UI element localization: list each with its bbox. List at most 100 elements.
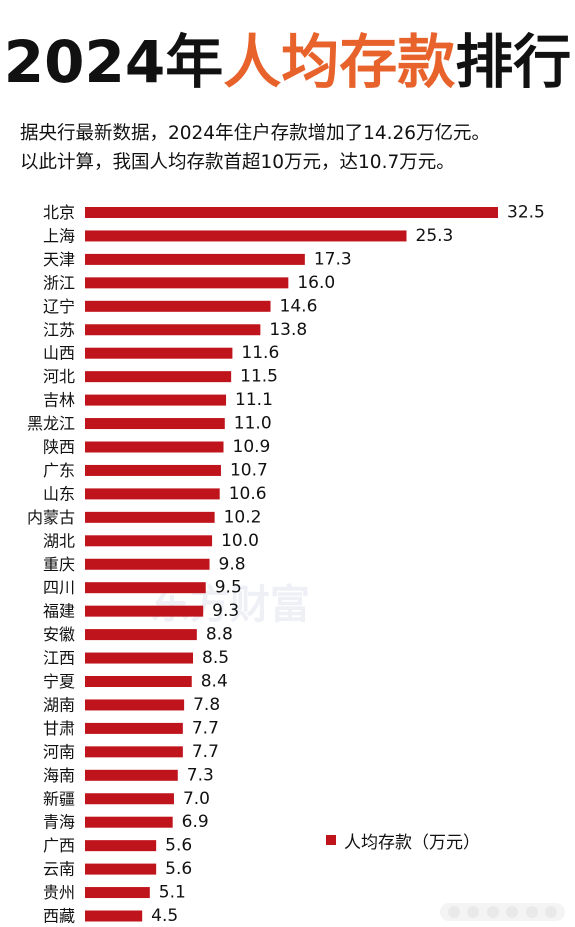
category-label: 黑龙江 — [27, 414, 75, 433]
legend: 人均存款（万元） — [326, 828, 480, 853]
category-label: 安徽 — [43, 625, 75, 644]
toolbar-dot-5[interactable] — [525, 906, 538, 918]
bar — [85, 816, 173, 828]
category-label: 天津 — [43, 250, 75, 269]
legend-swatch — [326, 835, 336, 845]
data-label: 16.0 — [297, 273, 335, 293]
value-labels: 32.5 25.3 17.3 16.0 14.6 13.8 11.6 11.5 11.1 11.0… — [151, 203, 545, 927]
category-label: 陕西 — [43, 438, 75, 457]
category-label: 湖北 — [43, 531, 75, 550]
data-label: 32.5 — [507, 203, 545, 223]
bar — [85, 558, 210, 570]
data-label: 8.8 — [206, 625, 233, 645]
title-prefix: 2024年 — [3, 28, 224, 96]
bar — [85, 746, 183, 758]
data-label: 10.6 — [229, 484, 267, 504]
category-label: 江西 — [43, 649, 75, 668]
category-label: 河南 — [43, 742, 75, 761]
category-label: 青海 — [43, 813, 75, 832]
data-label: 6.9 — [182, 812, 209, 832]
data-label: 17.3 — [314, 249, 352, 269]
category-label: 广东 — [43, 461, 75, 480]
data-label: 10.7 — [230, 460, 268, 480]
category-label: 贵州 — [43, 883, 75, 902]
bar — [85, 488, 220, 500]
bar — [85, 418, 225, 430]
data-label: 5.1 — [159, 883, 186, 903]
bar — [85, 769, 178, 781]
category-label: 江苏 — [43, 320, 75, 339]
bar — [85, 535, 213, 547]
bar — [85, 207, 498, 218]
bars — [85, 207, 498, 922]
legend-label: 人均存款（万元） — [344, 832, 480, 853]
category-label: 四川 — [43, 578, 75, 597]
bar — [85, 863, 157, 875]
bar — [85, 722, 183, 734]
data-label: 7.0 — [183, 789, 210, 809]
subtitle-line-2: 以此计算，我国人均存款首超10万元，达10.7万元。 — [20, 152, 455, 173]
bar — [85, 441, 224, 453]
data-label: 11.6 — [241, 343, 279, 363]
bar — [85, 230, 407, 242]
category-label: 吉林 — [43, 391, 75, 410]
toolbar-dot-3[interactable] — [486, 906, 499, 918]
bar — [85, 676, 192, 687]
category-label: 重庆 — [43, 555, 75, 574]
toolbar-dot-1[interactable] — [447, 906, 460, 918]
data-label: 11.1 — [235, 390, 273, 410]
data-label: 5.6 — [165, 836, 192, 856]
bar — [85, 840, 157, 852]
data-label: 10.2 — [224, 507, 262, 527]
category-label: 福建 — [43, 602, 75, 621]
category-label: 北京 — [43, 203, 75, 222]
subtitle-line-1: 据央行最新数据，2024年住户存款增加了14.26万亿元。 — [20, 123, 491, 144]
category-label: 湖南 — [43, 695, 75, 714]
bar — [85, 511, 215, 523]
data-label: 9.3 — [212, 601, 239, 621]
data-label: 25.3 — [416, 226, 454, 246]
data-label: 14.6 — [280, 296, 318, 316]
category-axis-labels: 北京上海天津浙江辽宁江苏山西河北吉林黑龙江陕西广东山东内蒙古湖北重庆四川福建安徽… — [27, 203, 75, 926]
category-label: 山东 — [43, 484, 75, 503]
toolbar-dot-4[interactable] — [506, 906, 519, 918]
category-label: 上海 — [43, 226, 75, 245]
bar — [85, 347, 233, 359]
bar — [85, 605, 204, 617]
toolbar-dot-6[interactable] — [545, 906, 558, 918]
category-label: 西藏 — [43, 907, 75, 926]
bar — [85, 652, 194, 664]
bar — [85, 793, 174, 805]
title-suffix: 排行 — [455, 28, 572, 96]
category-label: 宁夏 — [43, 672, 75, 691]
data-label: 13.8 — [269, 320, 307, 340]
bar — [85, 371, 232, 383]
bar — [85, 300, 271, 312]
toolbar-dot-2[interactable] — [467, 906, 480, 918]
data-label: 7.3 — [187, 765, 214, 785]
bottom-toolbar[interactable] — [440, 903, 565, 921]
title-highlight: 人均存款 — [223, 28, 456, 96]
category-label: 浙江 — [43, 273, 75, 292]
bar — [85, 629, 197, 641]
category-label: 甘肃 — [43, 719, 75, 738]
chart-title: 2024年人均存款排行 — [0, 22, 575, 102]
data-label: 10.9 — [233, 437, 271, 457]
category-label: 辽宁 — [43, 297, 75, 316]
bar — [85, 464, 221, 476]
data-label: 7.8 — [193, 695, 220, 715]
data-label: 11.5 — [240, 367, 278, 387]
data-label: 4.5 — [151, 906, 178, 926]
data-label: 9.8 — [219, 554, 246, 574]
bar — [85, 582, 206, 594]
bar — [85, 324, 261, 336]
category-label: 河北 — [43, 367, 75, 386]
bar — [85, 910, 143, 922]
category-label: 云南 — [43, 860, 75, 879]
data-label: 9.5 — [215, 578, 242, 598]
bar — [85, 394, 227, 406]
category-label: 内蒙古 — [27, 508, 75, 527]
data-label: 7.7 — [192, 742, 219, 762]
data-label: 8.4 — [201, 672, 228, 692]
